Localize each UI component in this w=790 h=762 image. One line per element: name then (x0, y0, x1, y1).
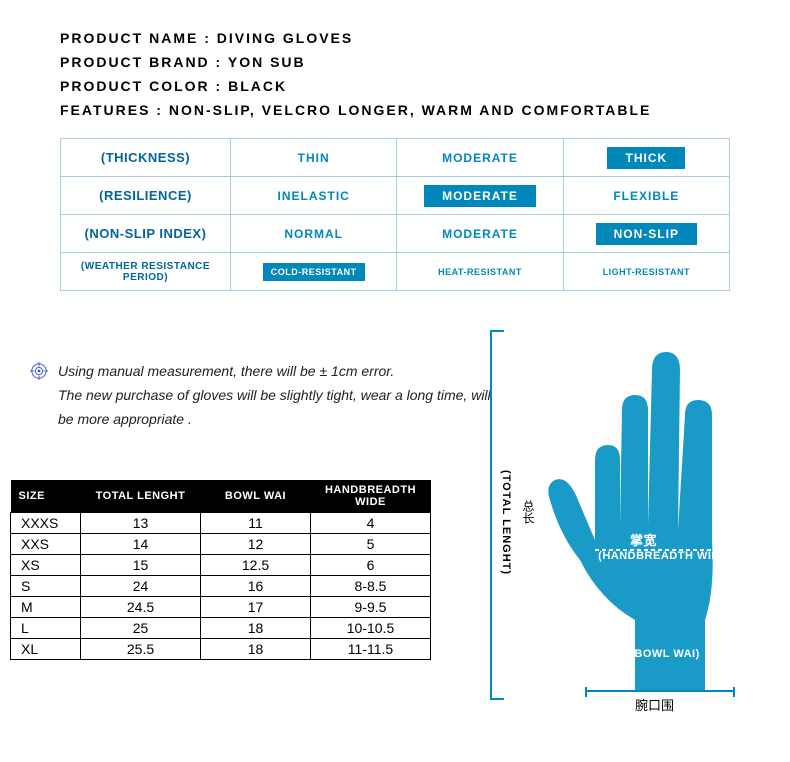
hand-diagram: (TOTAL LENGHT) 总长 掌宽 (HANDBREADTH WIDE) … (490, 330, 780, 730)
size-table-cell: 16 (201, 576, 311, 597)
size-table-cell: 25.5 (81, 639, 201, 660)
attribute-value: MODERATE (424, 147, 536, 169)
size-table-cell: 12 (201, 534, 311, 555)
size-table-header: TOTAL LENGHT (81, 480, 201, 513)
attribute-cell: COLD-RESISTANT (231, 253, 397, 290)
attribute-value: THICK (607, 147, 685, 169)
size-table-cell: 24.5 (81, 597, 201, 618)
size-table-cell: 15 (81, 555, 201, 576)
attribute-value: FLEXIBLE (595, 185, 697, 207)
note-line1: Using manual measurement, there will be … (58, 363, 394, 379)
attribute-label: (THICKNESS) (61, 139, 231, 176)
handbreadth-label: (HANDBREADTH WIDE) (590, 550, 740, 562)
size-table-cell: 24 (81, 576, 201, 597)
size-table-row: S24168-8.5 (11, 576, 431, 597)
size-table-cell: 8-8.5 (311, 576, 431, 597)
size-table: SIZETOTAL LENGHTBOWL WAIHANDBREADTH WIDE… (10, 480, 431, 660)
attribute-label: (NON-SLIP INDEX) (61, 215, 231, 252)
measurement-note: Using manual measurement, there will be … (30, 360, 510, 431)
attribute-cell: MODERATE (397, 177, 563, 214)
size-table-cell: S (11, 576, 81, 597)
total-length-bracket (490, 330, 492, 700)
hand-icon (540, 340, 770, 700)
size-table-row: XXXS13114 (11, 513, 431, 534)
attribute-cell: NORMAL (231, 215, 397, 252)
size-table-row: L251810-10.5 (11, 618, 431, 639)
product-brand: PRODUCT BRAND : YON SUB (60, 54, 730, 70)
size-table-cell: 11 (201, 513, 311, 534)
product-info-block: PRODUCT NAME : DIVING GLOVES PRODUCT BRA… (60, 30, 730, 118)
size-table-cell: 10-10.5 (311, 618, 431, 639)
size-table-row: XXS14125 (11, 534, 431, 555)
size-table-row: M24.5179-9.5 (11, 597, 431, 618)
attribute-value: THIN (280, 147, 348, 169)
size-table-cell: 6 (311, 555, 431, 576)
handbreadth-label-cn: 掌宽 (630, 530, 657, 549)
product-color: PRODUCT COLOR : BLACK (60, 78, 730, 94)
size-table-header: BOWL WAI (201, 480, 311, 513)
size-table-cell: 9-9.5 (311, 597, 431, 618)
attribute-cell: HEAT-RESISTANT (397, 253, 563, 290)
attribute-value: MODERATE (424, 185, 536, 207)
attribute-value: COLD-RESISTANT (263, 263, 365, 281)
attribute-cell: THIN (231, 139, 397, 176)
size-table-cell: 11-11.5 (311, 639, 431, 660)
size-table-cell: M (11, 597, 81, 618)
size-table-cell: XL (11, 639, 81, 660)
bowl-wai-label-cn: 腕口围 (635, 695, 674, 714)
size-table-cell: XXS (11, 534, 81, 555)
total-length-label-cn: 总长 (520, 500, 537, 524)
attribute-cell: NON-SLIP (564, 215, 730, 252)
attribute-table: (THICKNESS) THIN MODERATE THICK (RESILIENCE)… (60, 138, 730, 291)
size-table-cell: 17 (201, 597, 311, 618)
size-table-cell: 5 (311, 534, 431, 555)
total-length-label: (TOTAL LENGHT) (500, 470, 512, 575)
attribute-cell: FLEXIBLE (564, 177, 730, 214)
bowl-wai-label: (BOWL WAI) (610, 648, 720, 660)
attribute-value: LIGHT-RESISTANT (595, 263, 698, 281)
attribute-value: NON-SLIP (596, 223, 697, 245)
product-name: PRODUCT NAME : DIVING GLOVES (60, 30, 730, 46)
note-line2: The new purchase of gloves will be sligh… (58, 387, 491, 427)
attribute-cell: LIGHT-RESISTANT (564, 253, 730, 290)
size-table-cell: 14 (81, 534, 201, 555)
size-table-cell: 18 (201, 618, 311, 639)
attribute-cell: INELASTIC (231, 177, 397, 214)
attribute-value: NORMAL (266, 223, 361, 245)
attribute-row: (RESILIENCE) INELASTIC MODERATE FLEXIBLE (61, 177, 730, 215)
size-table-cell: L (11, 618, 81, 639)
attribute-cell: MODERATE (397, 215, 563, 252)
size-table-cell: 12.5 (201, 555, 311, 576)
size-table-cell: 25 (81, 618, 201, 639)
size-table-cell: 18 (201, 639, 311, 660)
size-table-cell: XXXS (11, 513, 81, 534)
size-table-header: HANDBREADTH WIDE (311, 480, 431, 513)
size-table-cell: 4 (311, 513, 431, 534)
target-icon (30, 362, 48, 380)
attribute-cell: THICK (564, 139, 730, 176)
attribute-label: (RESILIENCE) (61, 177, 231, 214)
attribute-value: MODERATE (424, 223, 536, 245)
attribute-value: HEAT-RESISTANT (430, 263, 530, 281)
attribute-row: (NON-SLIP INDEX) NORMAL MODERATE NON-SLIP (61, 215, 730, 253)
product-features: FEATURES : NON-SLIP, VELCRO LONGER, WARM… (60, 102, 730, 118)
size-table-cell: XS (11, 555, 81, 576)
attribute-label: (WEATHER RESISTANCE PERIOD) (61, 253, 231, 290)
attribute-row: (WEATHER RESISTANCE PERIOD) COLD-RESISTAN… (61, 253, 730, 291)
attribute-row: (THICKNESS) THIN MODERATE THICK (61, 139, 730, 177)
attribute-cell: MODERATE (397, 139, 563, 176)
size-table-cell: 13 (81, 513, 201, 534)
size-table-row: XL25.51811-11.5 (11, 639, 431, 660)
attribute-value: INELASTIC (259, 185, 367, 207)
bowl-wai-bracket (585, 690, 735, 692)
size-table-row: XS1512.56 (11, 555, 431, 576)
size-table-header: SIZE (11, 480, 81, 513)
